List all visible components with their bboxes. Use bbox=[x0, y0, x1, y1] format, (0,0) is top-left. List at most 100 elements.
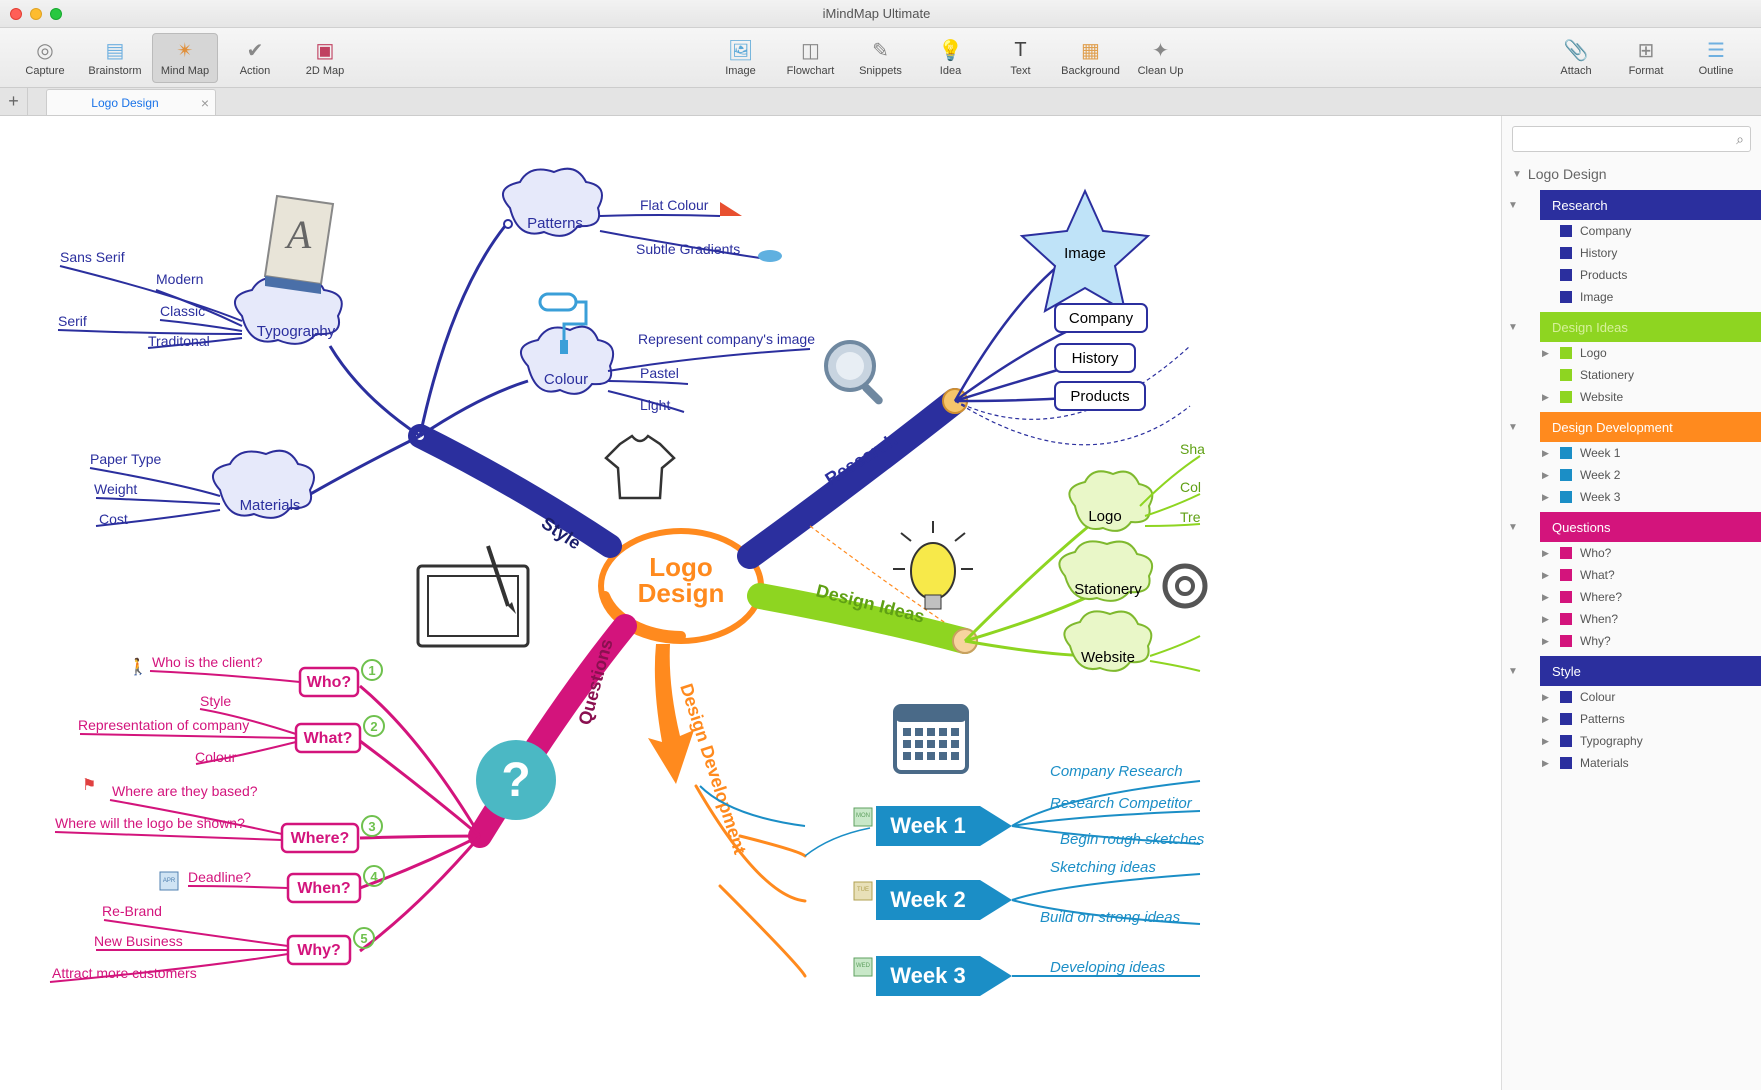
toolbar-label: Action bbox=[240, 65, 271, 77]
outline-item-label: Patterns bbox=[1580, 712, 1625, 726]
toolbar-image-button[interactable]: 🖼Image bbox=[708, 33, 774, 83]
outline-item-week-3[interactable]: ▶Week 3 bbox=[1502, 486, 1761, 508]
mindmap-canvas[interactable]: LogoDesign Research Image bbox=[0, 116, 1501, 1090]
chevron-right-icon: ▶ bbox=[1542, 348, 1552, 359]
outline-item-stationery[interactable]: Stationery bbox=[1502, 364, 1761, 386]
search-input[interactable] bbox=[1519, 132, 1736, 146]
tab-close-icon[interactable]: × bbox=[201, 95, 209, 111]
svg-text:Representation of company: Representation of company bbox=[78, 717, 249, 733]
branch-style[interactable] bbox=[420, 436, 610, 546]
outline-item-colour[interactable]: ▶Colour bbox=[1502, 686, 1761, 708]
node-colour[interactable]: Colour bbox=[521, 327, 613, 394]
svg-text:Where will the logo be shown?: Where will the logo be shown? bbox=[55, 815, 245, 831]
tab-label: Logo Design bbox=[91, 96, 158, 110]
outline-item-products[interactable]: Products bbox=[1502, 264, 1761, 286]
tab-logo-design[interactable]: Logo Design × bbox=[46, 89, 216, 115]
toolbar-flowchart-button[interactable]: ◫Flowchart bbox=[778, 33, 844, 83]
toolbar-outline-button[interactable]: ☰Outline bbox=[1683, 33, 1749, 83]
chevron-down-icon[interactable]: ▼ bbox=[1502, 522, 1520, 533]
svg-text:5: 5 bbox=[360, 931, 367, 946]
chevron-right-icon: ▶ bbox=[1542, 592, 1552, 603]
outline-section-style[interactable]: Style bbox=[1540, 656, 1761, 686]
outline-section-design-ideas[interactable]: Design Ideas bbox=[1540, 312, 1761, 342]
node-website[interactable]: Website bbox=[1064, 611, 1151, 671]
node-week3[interactable]: Week 3 bbox=[876, 956, 1012, 996]
svg-text:Who?: Who? bbox=[307, 674, 351, 691]
outline-section-questions[interactable]: Questions bbox=[1540, 512, 1761, 542]
branch-research[interactable] bbox=[750, 401, 955, 556]
outline-root-label: Logo Design bbox=[1528, 166, 1607, 182]
outline-item-website[interactable]: ▶Website bbox=[1502, 386, 1761, 408]
color-swatch bbox=[1560, 247, 1572, 259]
outline-item-who-[interactable]: ▶Who? bbox=[1502, 542, 1761, 564]
triangle-icon bbox=[720, 202, 742, 216]
svg-text:Colour: Colour bbox=[544, 371, 588, 388]
outline-item-why-[interactable]: ▶Why? bbox=[1502, 630, 1761, 652]
toolbar-snippets-button[interactable]: ✎Snippets bbox=[848, 33, 914, 83]
svg-text:What?: What? bbox=[304, 730, 353, 747]
outline-item-image[interactable]: Image bbox=[1502, 286, 1761, 308]
outline-item-company[interactable]: Company bbox=[1502, 220, 1761, 242]
chevron-down-icon[interactable]: ▼ bbox=[1502, 422, 1520, 433]
chevron-right-icon: ▶ bbox=[1542, 614, 1552, 625]
node-image[interactable]: Image bbox=[1022, 191, 1148, 311]
window-close-button[interactable] bbox=[10, 8, 22, 20]
search-input-container[interactable]: ⌕ bbox=[1512, 126, 1751, 152]
window-maximize-button[interactable] bbox=[50, 8, 62, 20]
toolbar-label: Outline bbox=[1699, 65, 1734, 77]
svg-text:Products: Products bbox=[1070, 388, 1129, 405]
svg-text:Company Research: Company Research bbox=[1050, 763, 1183, 780]
chevron-down-icon[interactable]: ▼ bbox=[1502, 200, 1520, 211]
outline-section-research[interactable]: Research bbox=[1540, 190, 1761, 220]
window-minimize-button[interactable] bbox=[30, 8, 42, 20]
node-logo[interactable]: Logo bbox=[1069, 471, 1152, 531]
toolbar-background-button[interactable]: ▦Background bbox=[1058, 33, 1124, 83]
toolbar-format-button[interactable]: ⊞Format bbox=[1613, 33, 1679, 83]
node-patterns[interactable]: Patterns bbox=[503, 169, 602, 236]
outline-item-label: Week 2 bbox=[1580, 468, 1620, 482]
window-title: iMindMap Ultimate bbox=[62, 6, 1691, 21]
outline-item-when-[interactable]: ▶When? bbox=[1502, 608, 1761, 630]
toolbar-brainstorm-button[interactable]: ▤Brainstorm bbox=[82, 33, 148, 83]
outline-item-label: Products bbox=[1580, 268, 1627, 282]
node-week2[interactable]: Week 2 bbox=[876, 880, 1012, 920]
chevron-right-icon: ▶ bbox=[1542, 548, 1552, 559]
color-swatch bbox=[1560, 225, 1572, 237]
outline-item-where-[interactable]: ▶Where? bbox=[1502, 586, 1761, 608]
toolbar-clean-up-button[interactable]: ✦Clean Up bbox=[1128, 33, 1194, 83]
toolbar: ◎Capture▤Brainstorm✴Mind Map✔Action▣2D M… bbox=[0, 28, 1761, 88]
svg-text:Attract more customers: Attract more customers bbox=[52, 965, 197, 981]
chevron-down-icon[interactable]: ▼ bbox=[1502, 666, 1520, 677]
tshirt-icon bbox=[606, 436, 674, 498]
toolbar-capture-button[interactable]: ◎Capture bbox=[12, 33, 78, 83]
toolbar-idea-button[interactable]: 💡Idea bbox=[918, 33, 984, 83]
outline-item-label: Materials bbox=[1580, 756, 1629, 770]
color-swatch bbox=[1560, 269, 1572, 281]
outline-item-what-[interactable]: ▶What? bbox=[1502, 564, 1761, 586]
outline-item-label: Image bbox=[1580, 290, 1613, 304]
outline-item-history[interactable]: History bbox=[1502, 242, 1761, 264]
svg-text:Paper Type: Paper Type bbox=[90, 451, 162, 467]
new-tab-button[interactable]: + bbox=[0, 87, 28, 115]
outline-root[interactable]: ▼ Logo Design bbox=[1502, 162, 1761, 186]
svg-text:Cost: Cost bbox=[99, 511, 128, 527]
toolbar-2d-map-button[interactable]: ▣2D Map bbox=[292, 33, 358, 83]
outline-item-week-1[interactable]: ▶Week 1 bbox=[1502, 442, 1761, 464]
chevron-right-icon: ▶ bbox=[1542, 758, 1552, 769]
outline-item-materials[interactable]: ▶ Materials bbox=[1502, 752, 1761, 774]
node-week1[interactable]: Week 1 bbox=[876, 806, 1012, 846]
outline-section-design-development[interactable]: Design Development bbox=[1540, 412, 1761, 442]
toolbar-mind-map-button[interactable]: ✴Mind Map bbox=[152, 33, 218, 83]
node-stationery[interactable]: Stationery bbox=[1059, 541, 1152, 601]
outline-item-logo[interactable]: ▶Logo bbox=[1502, 342, 1761, 364]
chevron-down-icon: ▼ bbox=[1512, 169, 1522, 180]
toolbar-attach-button[interactable]: 📎Attach bbox=[1543, 33, 1609, 83]
node-materials[interactable]: Materials bbox=[213, 451, 314, 518]
toolbar-text-button[interactable]: TText bbox=[988, 33, 1054, 83]
svg-text:Style: Style bbox=[200, 693, 231, 709]
chevron-down-icon[interactable]: ▼ bbox=[1502, 322, 1520, 333]
toolbar-action-button[interactable]: ✔Action bbox=[222, 33, 288, 83]
outline-item-typography[interactable]: ▶Typography bbox=[1502, 730, 1761, 752]
outline-item-week-2[interactable]: ▶Week 2 bbox=[1502, 464, 1761, 486]
outline-item-patterns[interactable]: ▶Patterns bbox=[1502, 708, 1761, 730]
